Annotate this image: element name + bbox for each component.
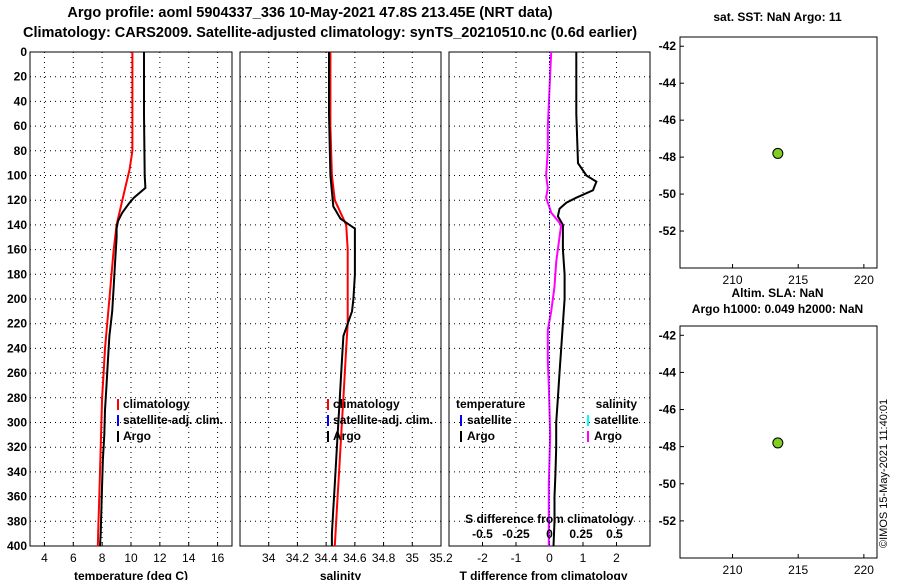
y-tick-label: -48 xyxy=(659,440,677,454)
x-tick-label: 35.2 xyxy=(429,551,453,565)
y-tick-label: -42 xyxy=(659,39,677,53)
y-tick-label: 60 xyxy=(14,119,28,133)
figure-title-line2: Climatology: CARS2009. Satellite-adjuste… xyxy=(22,25,638,41)
legend-label: satellite xyxy=(467,413,512,427)
x-tick-label: 35 xyxy=(406,551,420,565)
y-tick-label: 180 xyxy=(7,267,27,281)
legend-label: Argo xyxy=(333,429,361,443)
x-tick-label: 6 xyxy=(70,551,77,565)
x-tick-label: 16 xyxy=(211,551,225,565)
series-line xyxy=(328,52,356,546)
y-tick-label: 40 xyxy=(14,94,28,108)
y-tick-label: -52 xyxy=(659,224,677,238)
x-tick-label: 215 xyxy=(788,273,808,287)
x-tick-label: 220 xyxy=(854,563,874,577)
y-tick-label: 260 xyxy=(7,366,27,380)
x-tick-label: 14 xyxy=(182,551,196,565)
y-tick-label: -52 xyxy=(659,514,677,528)
top-x-tick-label: 0.25 xyxy=(569,527,593,541)
y-tick-label: 320 xyxy=(7,440,27,454)
x-tick-label: 34.4 xyxy=(314,551,338,565)
y-tick-label: 100 xyxy=(7,169,27,183)
y-tick-label: -50 xyxy=(659,477,677,491)
x-tick-label: -1 xyxy=(511,551,522,565)
x-tick-label: 215 xyxy=(788,563,808,577)
legend-label: satellite-adj. clim. xyxy=(123,413,223,427)
top-x-axis-label: S difference from climatology xyxy=(465,512,634,526)
series-line xyxy=(552,52,598,547)
legend-label: climatology xyxy=(123,397,190,411)
y-tick-label: 240 xyxy=(7,341,27,355)
top-x-tick-label: 0 xyxy=(546,527,553,541)
legend-label: Argo xyxy=(467,429,495,443)
series-line xyxy=(99,52,147,547)
y-tick-label: -48 xyxy=(659,150,677,164)
y-tick-label: -44 xyxy=(659,365,677,379)
map-frame xyxy=(679,36,878,269)
y-tick-label: -42 xyxy=(659,328,677,342)
y-tick-label: 360 xyxy=(7,490,27,504)
top-x-tick-label: -0.5 xyxy=(472,527,493,541)
x-tick-label: 12 xyxy=(153,551,167,565)
x-tick-label: 1 xyxy=(580,551,587,565)
top-x-tick-label: 0.5 xyxy=(606,527,623,541)
x-tick-label: 220 xyxy=(854,273,874,287)
y-tick-label: -50 xyxy=(659,187,677,201)
profile-location-marker xyxy=(772,437,784,449)
x-axis-label: T difference from climatology xyxy=(459,569,627,580)
top-x-tick-label: -0.25 xyxy=(502,527,530,541)
plot-frame xyxy=(239,51,442,547)
x-tick-label: 0 xyxy=(546,551,553,565)
series-line xyxy=(545,51,563,546)
legend-heading: temperature xyxy=(456,397,526,411)
x-tick-label: 2 xyxy=(613,551,620,565)
y-tick-label: 20 xyxy=(14,70,28,84)
x-tick-label: 34.2 xyxy=(286,551,310,565)
y-tick-label: 220 xyxy=(7,317,27,331)
y-tick-label: 340 xyxy=(7,465,27,479)
legend-label: climatology xyxy=(333,397,400,411)
y-tick-label: 120 xyxy=(7,193,27,207)
sst-map-title: sat. SST: NaN Argo: 11 xyxy=(713,10,842,24)
y-tick-label: -46 xyxy=(659,113,677,127)
y-tick-label: 300 xyxy=(7,416,27,430)
map-frame xyxy=(679,325,878,559)
series-line xyxy=(96,52,134,547)
y-tick-label: 0 xyxy=(20,45,27,59)
y-tick-label: 80 xyxy=(14,144,28,158)
x-axis-label: temperature (deg C) xyxy=(74,569,188,580)
x-tick-label: 34 xyxy=(262,551,276,565)
x-tick-label: 34.6 xyxy=(343,551,367,565)
x-tick-label: 210 xyxy=(723,273,743,287)
x-tick-label: 10 xyxy=(124,551,138,565)
legend-label: satellite-adj. clim. xyxy=(333,413,433,427)
legend-label: satellite xyxy=(594,413,639,427)
y-tick-label: -46 xyxy=(659,403,677,417)
y-tick-label: -44 xyxy=(659,76,677,90)
x-tick-label: 210 xyxy=(723,563,743,577)
y-tick-label: 400 xyxy=(7,539,27,553)
y-tick-label: 160 xyxy=(7,243,27,257)
legend-label: Argo xyxy=(594,429,622,443)
legend-label: Argo xyxy=(123,429,151,443)
y-tick-label: 140 xyxy=(7,218,27,232)
x-tick-label: 34.8 xyxy=(372,551,396,565)
x-tick-label: -2 xyxy=(477,551,488,565)
legend-heading: salinity xyxy=(596,397,638,411)
figure-title-line1: Argo profile: aoml 5904337_336 10-May-20… xyxy=(67,5,553,21)
sla-map-title-line2: Argo h1000: 0.049 h2000: NaN xyxy=(691,302,864,316)
x-tick-label: 4 xyxy=(41,551,48,565)
x-axis-label: salinity xyxy=(320,569,362,580)
y-tick-label: 380 xyxy=(7,514,27,528)
sla-map-title-line1: Altim. SLA: NaN xyxy=(731,286,824,300)
y-tick-label: 280 xyxy=(7,391,27,405)
y-tick-label: 200 xyxy=(7,292,27,306)
profile-location-marker xyxy=(772,147,784,159)
x-tick-label: 8 xyxy=(99,551,106,565)
